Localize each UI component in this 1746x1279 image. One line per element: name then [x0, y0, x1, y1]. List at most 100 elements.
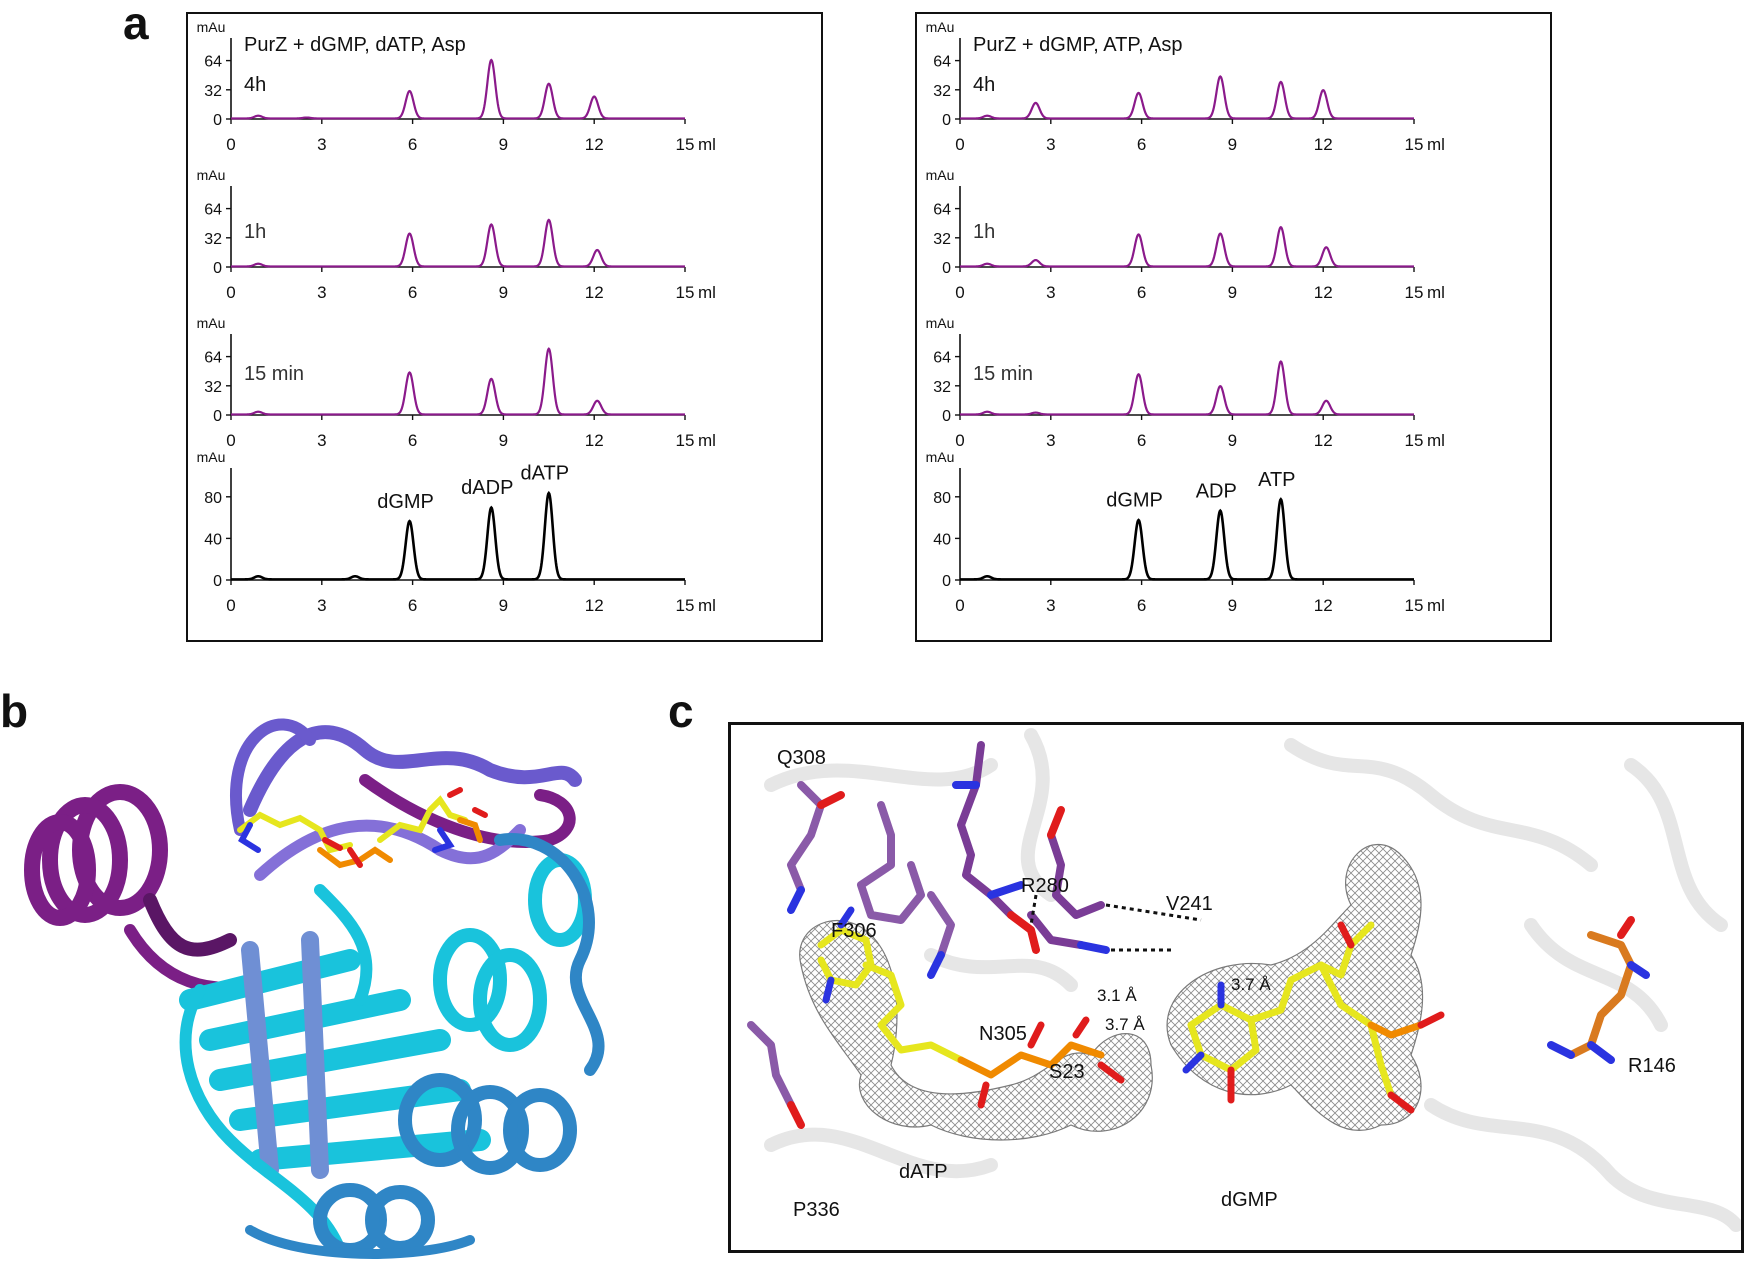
x-axis-unit-label: ml	[1427, 596, 1445, 615]
x-axis-unit-label: ml	[698, 283, 716, 302]
x-tick-label: 3	[317, 431, 326, 450]
residue-label-v241: V241	[1166, 893, 1213, 915]
peak-label: dATP	[521, 463, 570, 485]
y-tick-label: 64	[204, 202, 222, 219]
timepoint-label: 1h	[973, 221, 995, 243]
x-axis-unit-label: ml	[1427, 431, 1445, 450]
residue-label-p336: P336	[793, 1199, 840, 1221]
x-tick-label: 9	[1228, 135, 1237, 154]
y-tick-label: 64	[933, 54, 951, 71]
chromatogram-left-1h: mAu 0 32 64 0 3 6 9 12 15 ml 1h	[188, 162, 821, 315]
x-tick-label: 15	[1405, 596, 1424, 615]
y-tick-label: 0	[942, 112, 951, 129]
x-tick-label: 0	[955, 596, 964, 615]
y-axis-unit-label: mAu	[926, 452, 955, 465]
timepoint-label: 4h	[244, 74, 266, 96]
x-tick-label: 6	[408, 596, 417, 615]
x-tick-label: 3	[1046, 431, 1055, 450]
y-tick-label: 40	[933, 531, 951, 548]
residue-label-r146: R146	[1628, 1055, 1676, 1077]
chromatogram-svg: mAu 0 32 64 0 3 6 9 12 15 ml PurZ + dGMP, dATP, Asp…	[197, 19, 716, 154]
protein-ribbon-structure	[20, 700, 680, 1275]
chromatogram-box-left	[186, 12, 823, 642]
x-tick-label: 15	[676, 431, 695, 450]
x-tick-label: 9	[499, 431, 508, 450]
y-axis-unit-label: mAu	[926, 19, 955, 35]
peak-label: dADP	[461, 477, 513, 499]
panel-label-a: a	[123, 0, 149, 49]
ribbon-svg	[24, 718, 605, 1259]
distance-label-1: 3.1 Å	[1097, 986, 1137, 1005]
y-axis-unit-label: mAu	[926, 315, 955, 331]
y-tick-label: 0	[213, 112, 222, 129]
timepoint-label: 15 min	[244, 363, 304, 385]
chromatogram-trace	[231, 490, 685, 581]
peak-label: ATP	[1258, 469, 1295, 491]
x-tick-label: 0	[226, 283, 235, 302]
x-tick-label: 9	[499, 596, 508, 615]
x-axis-unit-label: ml	[1427, 283, 1445, 302]
chromatogram-svg: mAu 0 32 64 0 3 6 9 12 15 ml 15 min	[197, 315, 716, 450]
distance-label-2: 3.7 Å	[1105, 1015, 1145, 1034]
x-tick-label: 9	[499, 135, 508, 154]
x-tick-label: 15	[676, 283, 695, 302]
chromatogram-right-4h: mAu 0 32 64 0 3 6 9 12 15 ml PurZ + dGMP, ATP, Asp 4…	[917, 14, 1550, 167]
peak-label: ADP	[1196, 480, 1237, 502]
x-tick-label: 0	[955, 431, 964, 450]
peak-label: dGMP	[377, 491, 434, 513]
x-tick-label: 3	[1046, 283, 1055, 302]
x-tick-label: 9	[1228, 431, 1237, 450]
x-axis-unit-label: ml	[698, 431, 716, 450]
y-tick-label: 32	[204, 379, 222, 396]
chromatogram-svg: mAu 0 32 64 0 3 6 9 12 15 ml 1h	[926, 167, 1445, 302]
x-tick-label: 3	[1046, 135, 1055, 154]
x-axis-unit-label: ml	[698, 596, 716, 615]
x-tick-label: 3	[317, 283, 326, 302]
chromatogram-right-1h: mAu 0 32 64 0 3 6 9 12 15 ml 1h	[917, 162, 1550, 315]
chromatogram-right-15min: mAu 0 32 64 0 3 6 9 12 15 ml 15 min	[917, 310, 1550, 463]
x-tick-label: 15	[676, 135, 695, 154]
x-tick-label: 12	[585, 283, 604, 302]
ligand-label-dgmp: dGMP	[1221, 1189, 1278, 1211]
x-tick-label: 0	[226, 431, 235, 450]
chromatogram-left-4h: mAu 0 32 64 0 3 6 9 12 15 ml PurZ + dGMP, dATP, Asp…	[188, 14, 821, 167]
x-tick-label: 6	[1137, 283, 1146, 302]
y-tick-label: 32	[933, 231, 951, 248]
x-tick-label: 12	[1314, 283, 1333, 302]
residue-label-s23: S23	[1049, 1061, 1085, 1083]
chromatogram-trace	[960, 225, 1414, 268]
chromatogram-box-right	[915, 12, 1552, 642]
x-tick-label: 12	[1314, 431, 1333, 450]
x-tick-label: 6	[1137, 135, 1146, 154]
x-tick-label: 12	[1314, 596, 1333, 615]
x-tick-label: 3	[317, 135, 326, 154]
x-tick-label: 9	[499, 283, 508, 302]
x-tick-label: 6	[1137, 431, 1146, 450]
ligand-label-datp: dATP	[899, 1161, 948, 1183]
chromatogram-svg: mAu 0 32 64 0 3 6 9 12 15 ml 15 min	[926, 315, 1445, 450]
x-tick-label: 0	[226, 135, 235, 154]
peak-label: dGMP	[1106, 490, 1163, 512]
chromatogram-trace	[231, 58, 685, 120]
x-tick-label: 6	[408, 135, 417, 154]
x-tick-label: 6	[408, 283, 417, 302]
y-tick-label: 64	[204, 350, 222, 367]
x-tick-label: 0	[955, 135, 964, 154]
y-tick-label: 0	[213, 408, 222, 425]
chromatogram-trace	[960, 497, 1414, 581]
x-axis-unit-label: ml	[698, 135, 716, 154]
residue-label-f306: F306	[831, 920, 877, 942]
x-tick-label: 12	[585, 135, 604, 154]
panel-label-c: c	[668, 685, 694, 737]
y-tick-label: 32	[204, 83, 222, 100]
chromatogram-left-15min: mAu 0 32 64 0 3 6 9 12 15 ml 15 min	[188, 310, 821, 463]
y-tick-label: 0	[213, 573, 222, 590]
y-axis-unit-label: mAu	[197, 19, 226, 35]
x-tick-label: 0	[226, 596, 235, 615]
x-axis-unit-label: ml	[1427, 135, 1445, 154]
y-axis-unit-label: mAu	[197, 167, 226, 183]
y-tick-label: 80	[933, 490, 951, 507]
y-tick-label: 0	[942, 408, 951, 425]
x-tick-label: 12	[585, 431, 604, 450]
chromatogram-trace	[960, 360, 1414, 416]
